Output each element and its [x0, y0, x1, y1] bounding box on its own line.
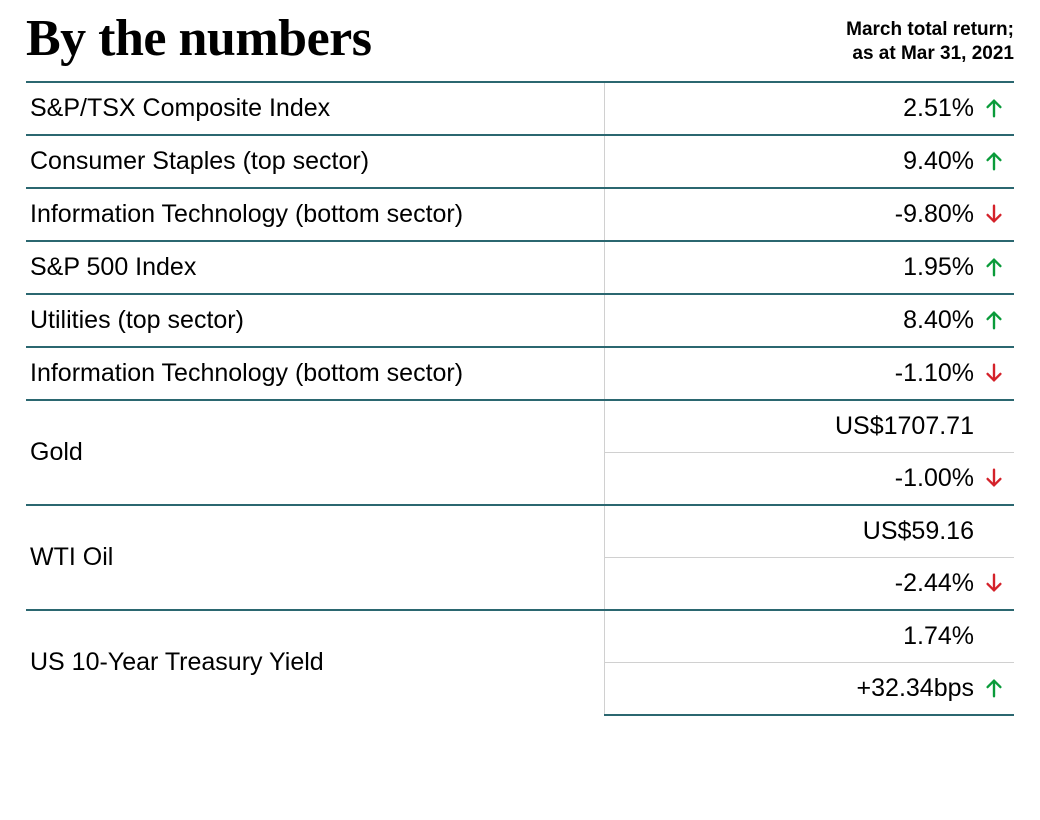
row-value-cell: 1.95% [605, 241, 1015, 294]
arrow-up-icon [982, 676, 1006, 700]
row-value: -9.80% [895, 200, 974, 229]
page-wrap: By the numbers March total return; as at… [0, 0, 1040, 756]
row-value: -2.44% [895, 569, 974, 598]
row-value: 1.74% [903, 622, 974, 651]
table-row: S&P 500 Index 1.95% [26, 241, 1014, 294]
table-row: Information Technology (bottom sector) -9… [26, 188, 1014, 241]
row-value: 2.51% [903, 94, 974, 123]
row-value-cell: 9.40% [605, 135, 1015, 188]
value-inner: +32.34bps [857, 674, 1006, 703]
table-row: Consumer Staples (top sector) 9.40% [26, 135, 1014, 188]
table-row: Information Technology (bottom sector) -1… [26, 347, 1014, 400]
arrow-down-icon [982, 361, 1006, 385]
arrow-down-icon [982, 571, 1006, 595]
value-inner: US$59.16 [863, 517, 1006, 546]
value-inner: 8.40% [903, 306, 1006, 335]
row-value-cell: 2.51% [605, 82, 1015, 135]
table-row: US 10-Year Treasury Yield1.74% [26, 610, 1014, 663]
row-value: -1.00% [895, 464, 974, 493]
row-value-cell: -1.10% [605, 347, 1015, 400]
value-inner: 1.95% [903, 253, 1006, 282]
value-inner: US$1707.71 [835, 412, 1006, 441]
arrow-down-icon [982, 202, 1006, 226]
row-value: +32.34bps [857, 674, 974, 703]
row-value-cell: US$59.16 [605, 505, 1015, 558]
row-value: US$1707.71 [835, 412, 974, 441]
subtitle-line: March total return; [846, 18, 1014, 42]
row-label: S&P/TSX Composite Index [26, 82, 605, 135]
header-row: By the numbers March total return; as at… [26, 12, 1014, 67]
arrow-up-icon [982, 308, 1006, 332]
table-row: WTI OilUS$59.16 [26, 505, 1014, 558]
arrow-up-icon [982, 149, 1006, 173]
table-row: S&P/TSX Composite Index 2.51% [26, 82, 1014, 135]
row-label: US 10-Year Treasury Yield [26, 610, 605, 715]
row-label: Information Technology (bottom sector) [26, 188, 605, 241]
row-value-cell: 1.74% [605, 610, 1015, 663]
page-title: By the numbers [26, 12, 371, 67]
row-value: 8.40% [903, 306, 974, 335]
row-value-cell: -1.00% [605, 452, 1015, 505]
row-value: US$59.16 [863, 517, 974, 546]
row-value-cell: +32.34bps [605, 662, 1015, 715]
row-label: Consumer Staples (top sector) [26, 135, 605, 188]
row-label: Information Technology (bottom sector) [26, 347, 605, 400]
row-value: -1.10% [895, 359, 974, 388]
row-value-cell: -9.80% [605, 188, 1015, 241]
value-inner: -2.44% [895, 569, 1006, 598]
table-row: Utilities (top sector) 8.40% [26, 294, 1014, 347]
value-inner: 1.74% [903, 622, 1006, 651]
row-value: 1.95% [903, 253, 974, 282]
row-label: WTI Oil [26, 505, 605, 610]
row-value-cell: 8.40% [605, 294, 1015, 347]
table-row: GoldUS$1707.71 [26, 400, 1014, 453]
value-inner: -1.00% [895, 464, 1006, 493]
row-value-cell: -2.44% [605, 557, 1015, 610]
row-label: Gold [26, 400, 605, 505]
row-value-cell: US$1707.71 [605, 400, 1015, 453]
page-subtitle: March total return; as at Mar 31, 2021 [846, 18, 1014, 66]
arrow-down-icon [982, 466, 1006, 490]
value-inner: 2.51% [903, 94, 1006, 123]
value-inner: -1.10% [895, 359, 1006, 388]
row-label: S&P 500 Index [26, 241, 605, 294]
subtitle-line: as at Mar 31, 2021 [846, 42, 1014, 66]
row-value: 9.40% [903, 147, 974, 176]
arrow-up-icon [982, 255, 1006, 279]
value-inner: -9.80% [895, 200, 1006, 229]
returns-table: S&P/TSX Composite Index 2.51% Consumer Sta… [26, 81, 1014, 716]
arrow-up-icon [982, 96, 1006, 120]
row-label: Utilities (top sector) [26, 294, 605, 347]
value-inner: 9.40% [903, 147, 1006, 176]
returns-table-body: S&P/TSX Composite Index 2.51% Consumer Sta… [26, 82, 1014, 715]
